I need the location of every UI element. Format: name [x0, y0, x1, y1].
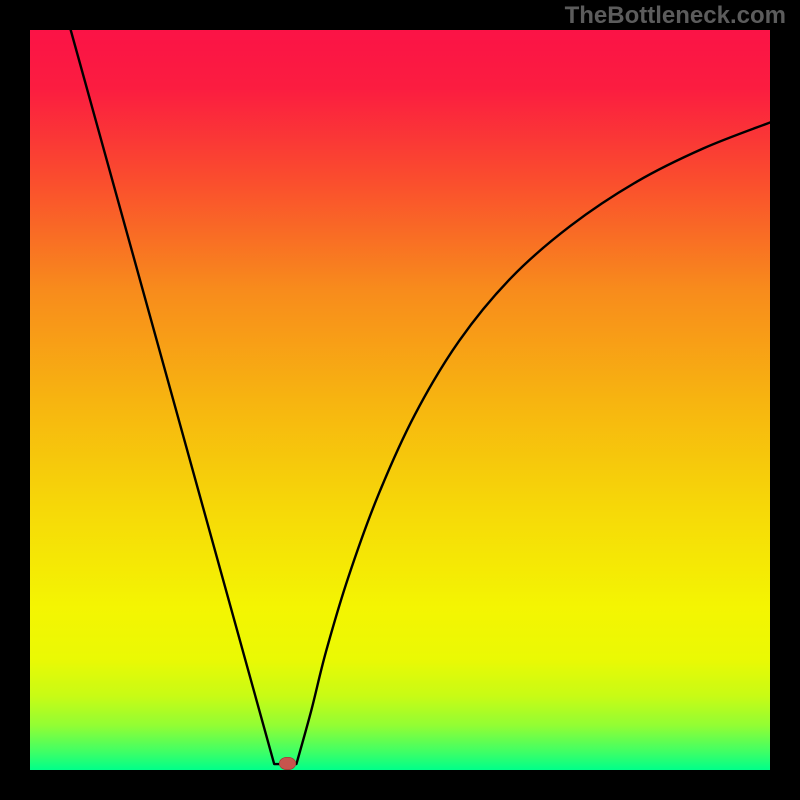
- plot-area: [30, 30, 770, 770]
- bottleneck-curve: [30, 30, 770, 770]
- curve-path: [71, 30, 770, 764]
- watermark-text: TheBottleneck.com: [565, 2, 786, 30]
- optimal-point-marker: [279, 757, 295, 770]
- chart-frame: TheBottleneck.com: [0, 0, 800, 800]
